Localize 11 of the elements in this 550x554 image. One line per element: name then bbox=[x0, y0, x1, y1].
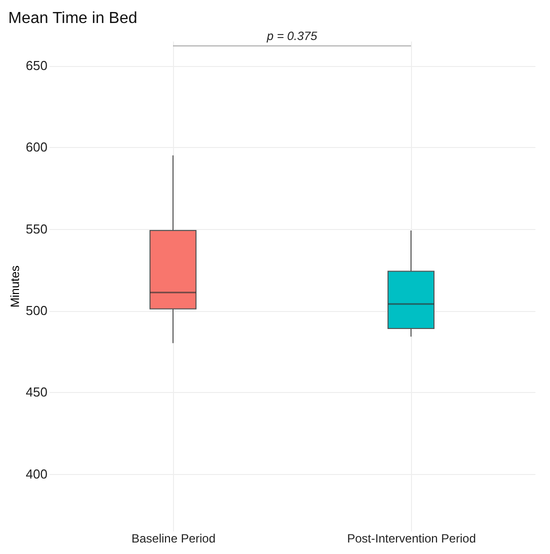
y-tick-label: 450 bbox=[26, 384, 48, 400]
x-tick-label: Post-Intervention Period bbox=[347, 532, 476, 546]
y-tick-label: 550 bbox=[26, 221, 48, 236]
y-tick-label: 600 bbox=[26, 140, 48, 155]
y-tick-label: 650 bbox=[26, 58, 48, 73]
y-axis-title: Minutes bbox=[8, 265, 22, 308]
x-tick-label: Baseline Period bbox=[131, 532, 216, 546]
annotation: p = 0.375 bbox=[266, 28, 318, 43]
y-tick-label: 500 bbox=[26, 303, 48, 318]
y-tick-label: 400 bbox=[26, 466, 48, 482]
chart-title: Mean Time in Bed bbox=[8, 10, 138, 27]
